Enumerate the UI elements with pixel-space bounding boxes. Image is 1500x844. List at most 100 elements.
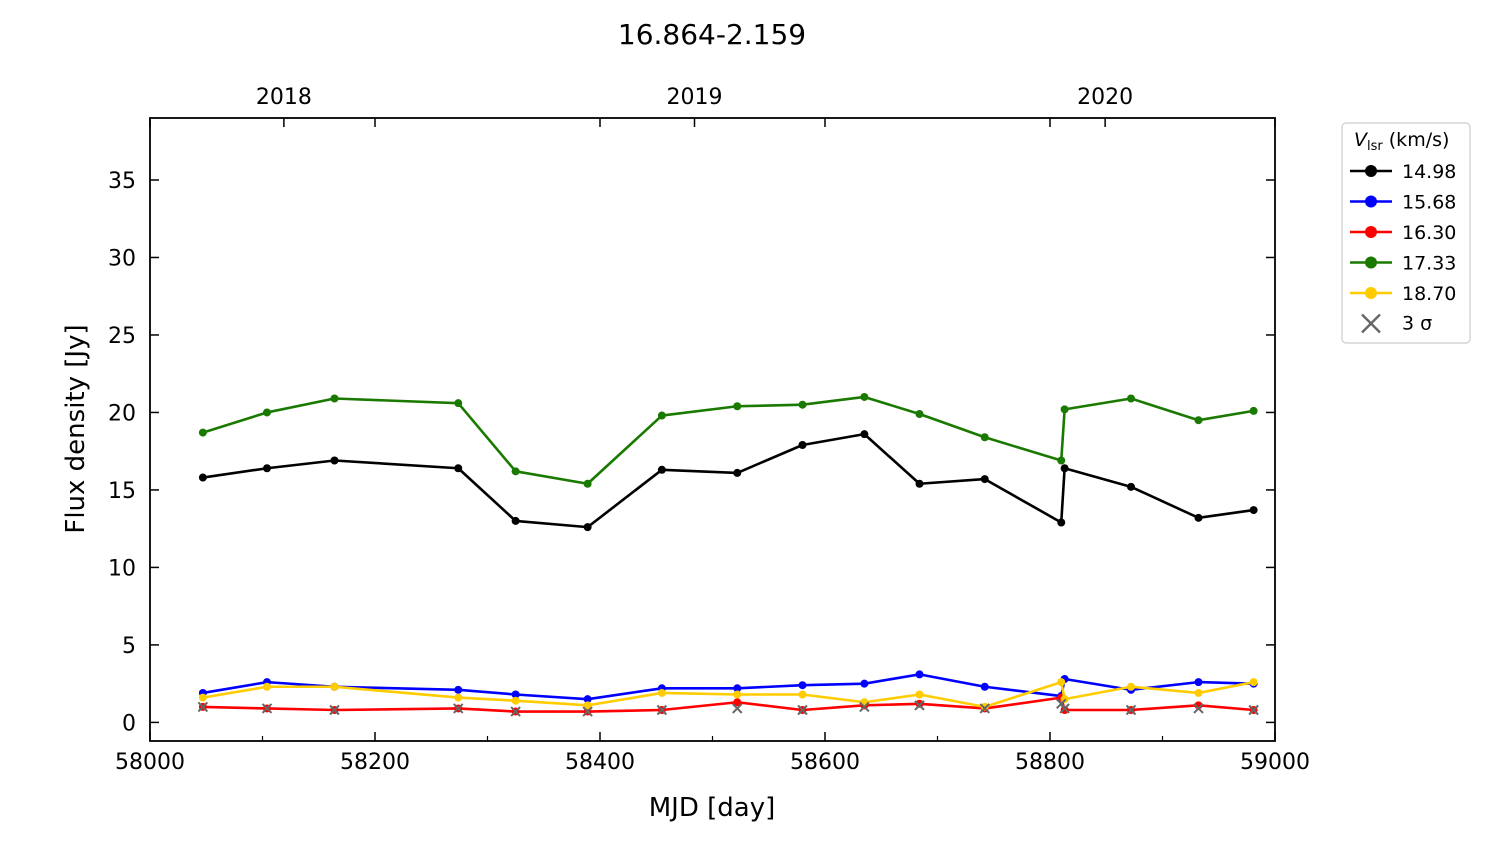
series-point-15.68 [980,682,989,691]
series-point-16.30 [915,699,924,708]
top-tick-label: 2018 [256,85,312,110]
series-point-18.70 [511,696,520,705]
series-point-18.70 [1194,688,1203,697]
sigma-marker [1248,704,1259,716]
legend: Vlsr (km/s) 14.98 15.68 16.30 17.33 18.70 3 σ [1341,122,1471,344]
sigma-marker [1059,703,1070,714]
sigma-marker [859,701,870,713]
sigma-marker [261,703,273,714]
legend-marker-14.98 [1365,165,1377,177]
legend-label: 14.98 [1402,161,1456,183]
x-tick-label: 58000 [115,750,185,775]
legend-title-sub: lsr [1367,139,1383,154]
sigma-marker-stroke [329,704,340,716]
series-point-17.33 [511,467,520,476]
top-tick-label: 2020 [1077,85,1133,110]
series-point-17.33 [454,399,463,408]
series-point-17.33 [733,402,742,411]
series-point-18.70 [657,688,666,697]
series-point-14.98 [263,464,271,473]
x-tick-label: 58200 [340,750,410,775]
y-tick-label: 15 [108,479,136,504]
sigma-marker [197,701,209,713]
sigma-marker-stroke [914,700,925,711]
series-line-14.98 [202,432,1254,529]
legend-marker-18.70 [1365,287,1377,299]
legend-marker-16.30 [1365,226,1377,238]
chart-title: 16.864-2.159 [618,18,806,51]
series-point-14.98 [330,456,339,465]
x-tick-label: 58400 [565,750,635,775]
x-tick-label: 59000 [1240,750,1310,775]
legend-title-main: V [1354,129,1369,151]
sigma-marker-stroke [453,703,464,714]
sigma-marker-stroke [261,703,273,714]
series-point-17.33 [915,410,924,419]
sigma-marker [453,703,464,714]
series-point-14.98 [915,479,924,488]
sigma-marker-stroke [979,703,990,714]
y-axis-label: Flux density [Jy] [61,324,91,533]
series-point-17.33 [1057,456,1066,465]
top-tick-label: 2019 [667,85,723,110]
sigma-marker-stroke [1059,703,1070,714]
sigma-marker [797,704,808,716]
series-point-18.70 [1057,678,1066,687]
sigma-marker [582,706,593,717]
x-axis-label: MJD [day] [649,793,776,823]
legend-title-unit: (km/s) [1383,129,1450,151]
y-tick-label: 30 [108,246,136,271]
series-point-15.68 [915,670,924,679]
series-point-14.98 [1057,518,1066,527]
sigma-marker [979,703,990,714]
legend-marker-15.68 [1365,195,1377,208]
legend-title: Vlsr (km/s) [1354,129,1449,154]
series-point-14.98 [1060,464,1069,473]
plot-frame [149,117,1276,742]
series-point-18.70 [263,682,271,691]
sigma-marker [510,706,521,717]
series-point-17.33 [1060,405,1069,414]
series-point-14.98 [454,464,463,473]
series-point-15.68 [733,684,742,693]
series-point-14.98 [798,440,807,449]
series-point-15.68 [454,685,463,694]
sigma-marker-stroke [197,701,209,713]
legend-label: 16.30 [1402,222,1456,244]
sigma-marker-stroke [732,703,743,714]
sigma-marker [914,700,925,711]
series-point-17.33 [980,433,989,442]
y-tick-label: 5 [122,634,136,659]
series-line-17.33 [202,395,1254,486]
x-tick-label: 58800 [1015,750,1085,775]
series-point-17.33 [198,428,207,437]
series-point-14.98 [980,475,989,484]
sigma-marker-stroke [1193,703,1204,714]
sigma-marker-stroke [582,706,593,717]
series-point-17.33 [330,394,339,403]
series-point-17.33 [798,400,807,409]
series-point-18.70 [980,702,989,711]
sigma-marker-stroke [859,701,870,713]
legend-marker-17.33 [1365,256,1377,269]
y-tick-label: 0 [122,711,136,736]
series-point-14.98 [1249,506,1258,515]
series-point-18.70 [583,701,592,710]
series-point-14.98 [1194,513,1203,522]
legend-label: 18.70 [1402,283,1456,305]
y-tick-label: 25 [108,324,136,349]
legend-sigma-marker [1361,313,1381,334]
series-point-15.68 [583,695,592,704]
sigma-marker-stroke [656,704,668,716]
y-tick-label: 10 [108,556,136,581]
series-point-15.68 [1194,678,1203,687]
series-point-17.33 [1194,416,1203,425]
sigma-marker [1125,704,1137,716]
series-point-17.33 [860,392,869,401]
sigma-marker-stroke [1248,704,1259,716]
series-point-18.70 [1249,678,1258,687]
series-point-17.33 [657,411,666,420]
sigma-marker [1193,703,1204,714]
series-point-18.70 [1127,682,1135,691]
series-point-18.70 [798,690,807,699]
